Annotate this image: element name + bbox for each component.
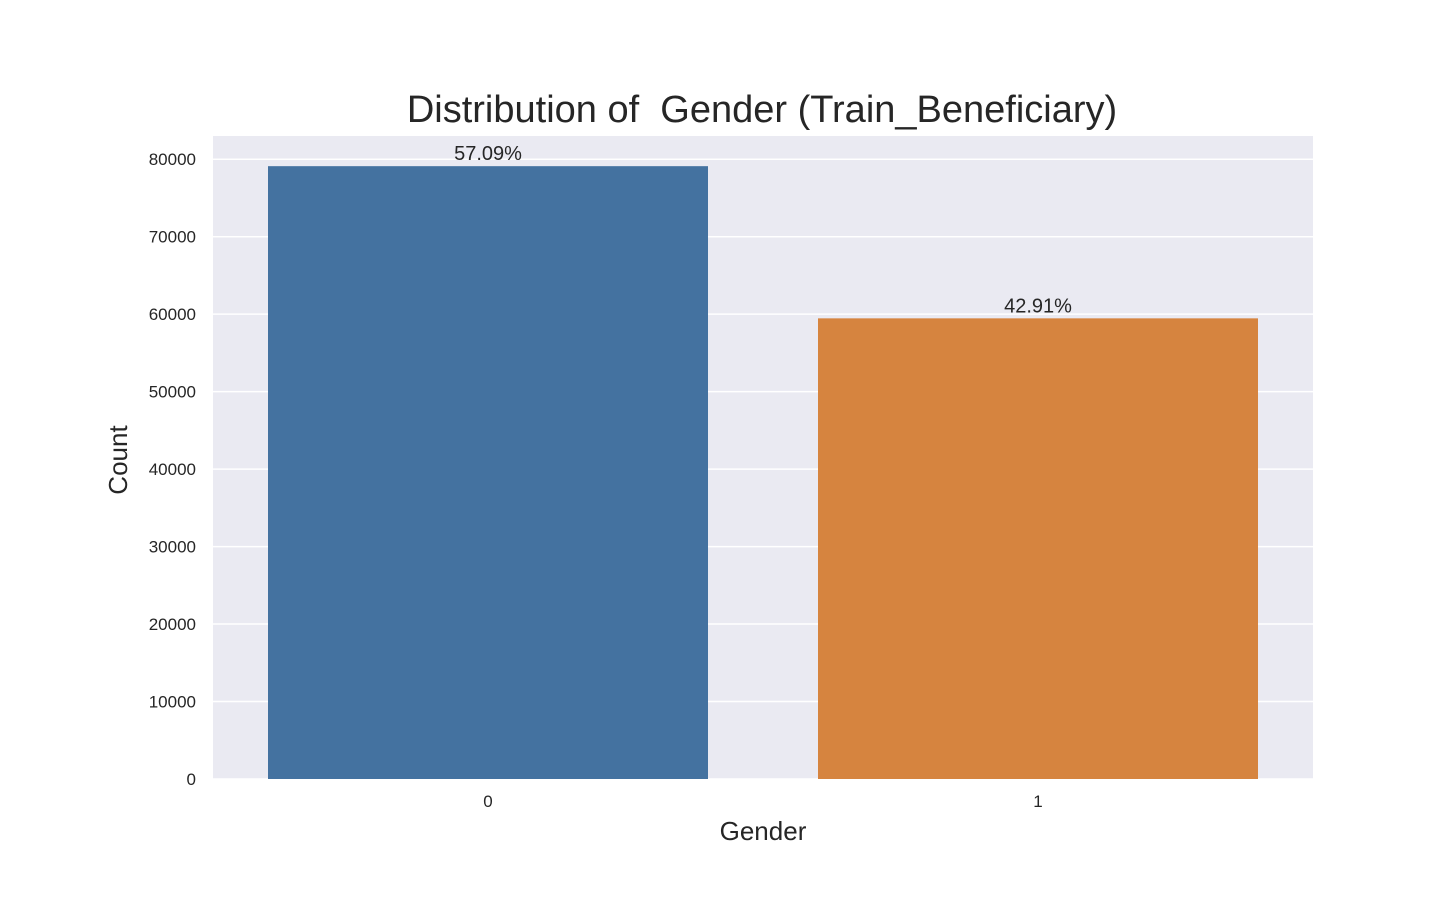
- y-tick-label: 70000: [149, 228, 196, 247]
- y-tick-label: 0: [187, 770, 196, 789]
- y-tick-label: 20000: [149, 615, 196, 634]
- y-tick-label: 30000: [149, 538, 196, 557]
- y-tick-label: 60000: [149, 305, 196, 324]
- bar-1: [818, 318, 1258, 779]
- x-axis-label: Gender: [720, 816, 807, 846]
- y-tick-label: 10000: [149, 693, 196, 712]
- y-tick-label: 50000: [149, 383, 196, 402]
- x-tick-label: 1: [1033, 792, 1042, 811]
- y-axis-label: Count: [103, 425, 133, 495]
- x-tick-label: 0: [483, 792, 492, 811]
- bars: [268, 166, 1258, 780]
- bar-0: [268, 166, 708, 780]
- y-tick-label: 40000: [149, 460, 196, 479]
- data-label: 42.91%: [1004, 295, 1072, 317]
- data-label: 57.09%: [454, 143, 522, 165]
- y-tick-labels: 0 10000 20000 30000 40000 50000 60000 70000 8000…: [149, 150, 196, 789]
- y-tick-label: 80000: [149, 150, 196, 169]
- data-labels: 57.09% 42.91%: [454, 143, 1072, 317]
- chart-title: Distribution of Gender (Train_Beneficiar…: [407, 89, 1117, 131]
